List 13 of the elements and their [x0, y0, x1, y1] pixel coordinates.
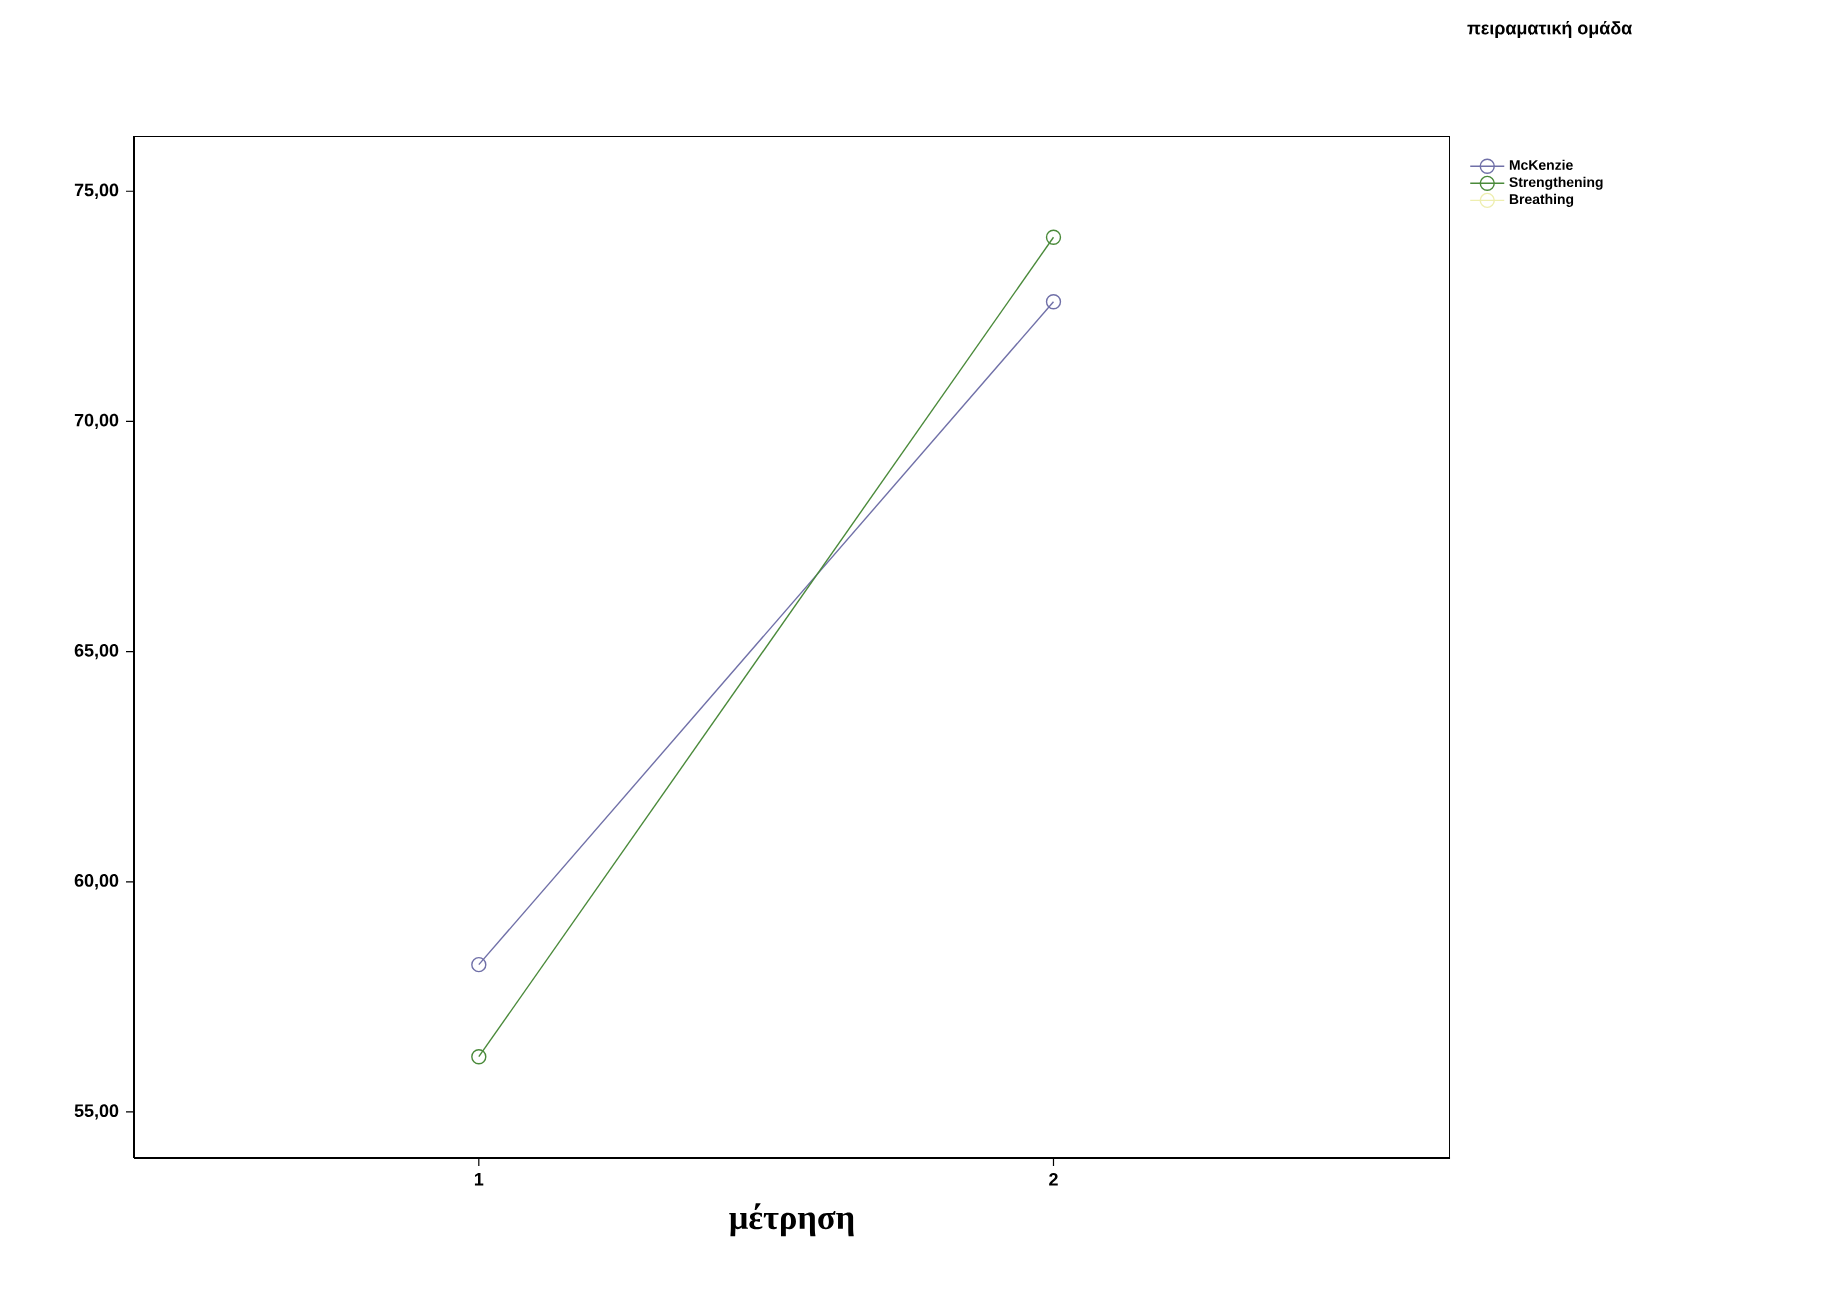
point: [1045, 229, 1062, 245]
point: [1045, 294, 1062, 310]
y-tick-label: 65,00: [74, 643, 119, 660]
x-axis-title: μέτρηση: [729, 1203, 854, 1237]
y-tick-label: 55,00: [74, 1104, 119, 1120]
point: [471, 1049, 487, 1065]
x-tick-label: 1: [474, 1173, 484, 1186]
legend-title: πειραματική ομάδα: [1467, 21, 1633, 38]
y-tick-label: 75,00: [74, 183, 119, 199]
point: [471, 956, 487, 973]
x-tick-label: 2: [1049, 1173, 1058, 1186]
y-tick-label: 70,00: [74, 413, 119, 430]
y-tick-label: 60,00: [74, 874, 119, 890]
